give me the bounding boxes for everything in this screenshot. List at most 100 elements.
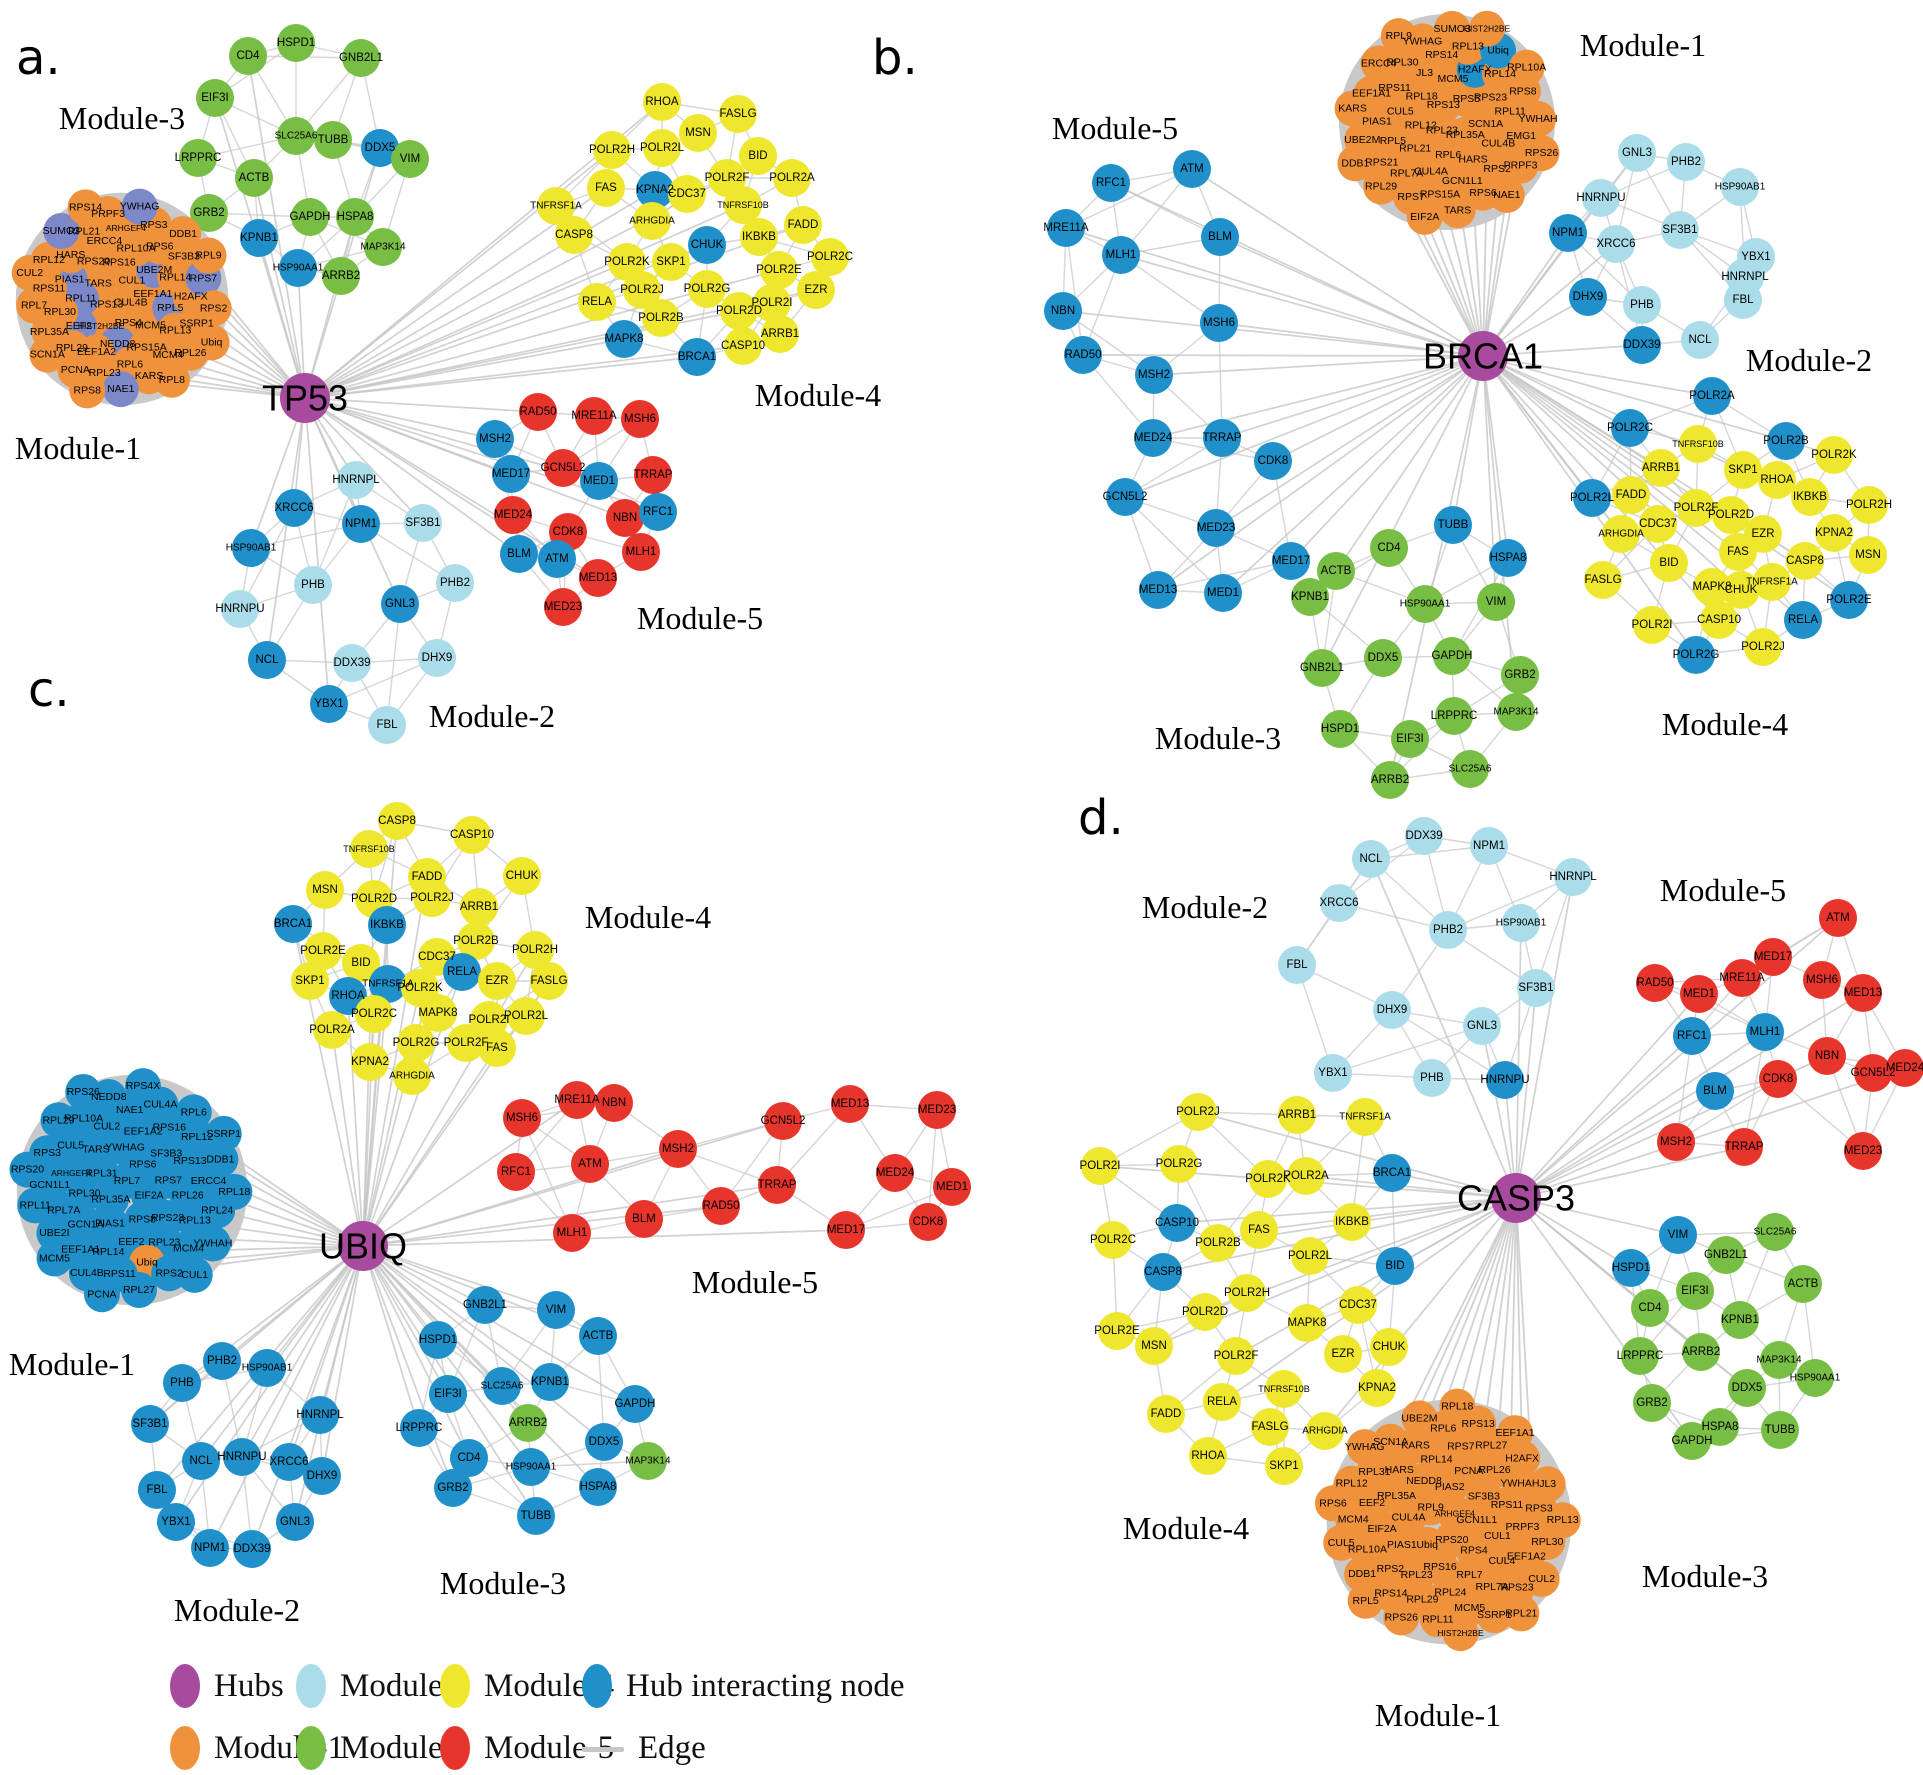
node-ARRB2 bbox=[509, 1404, 547, 1442]
node-label: TRRAP bbox=[1725, 1141, 1764, 1153]
node-KPNB1 bbox=[1721, 1301, 1759, 1339]
node-label: POLR2D bbox=[1708, 509, 1754, 521]
node-MAPK8 bbox=[1288, 1304, 1326, 1342]
hub-spoke bbox=[304, 397, 401, 605]
hub-spoke bbox=[304, 204, 744, 399]
node-label: HSP90AB1 bbox=[242, 1363, 293, 1374]
hub-spoke bbox=[1431, 206, 1484, 357]
node-label: PIAS1 bbox=[1362, 115, 1392, 127]
node-label: RPL23 bbox=[1401, 1569, 1433, 1581]
hub-spoke bbox=[250, 397, 306, 549]
node-label: YWHAG bbox=[1403, 35, 1443, 47]
node-SF3B1 bbox=[1661, 211, 1699, 249]
node-label: RPL11 bbox=[65, 293, 96, 305]
node-CASP10 bbox=[1158, 1204, 1196, 1242]
node-label: MED17 bbox=[1272, 555, 1310, 567]
node-FASLG bbox=[530, 962, 568, 1000]
node-label: POLR2H bbox=[589, 144, 635, 156]
node-GAPDH bbox=[1433, 637, 1471, 675]
node-POLR2J bbox=[623, 271, 661, 309]
node-MED24 bbox=[494, 496, 532, 534]
node-label: MED13 bbox=[579, 572, 617, 584]
node-TUBB bbox=[1434, 506, 1472, 544]
node-label: CUL4B bbox=[70, 1267, 104, 1279]
node-HNRNPU bbox=[1486, 1061, 1524, 1099]
node-label: MED1 bbox=[1683, 988, 1715, 1000]
node-label: TUBB bbox=[1438, 519, 1469, 531]
node-label: RPL31 bbox=[86, 1168, 118, 1180]
node-label: HARS bbox=[1458, 154, 1487, 166]
hub-spoke bbox=[1482, 198, 1488, 357]
hub-spoke bbox=[1481, 1025, 1517, 1199]
node-label: RPS3 bbox=[34, 1147, 62, 1159]
hub-spoke bbox=[1258, 1197, 1517, 1231]
node-RAD50 bbox=[1636, 964, 1674, 1002]
hub-spoke bbox=[1515, 1197, 1679, 1236]
node-SSRP1 bbox=[205, 1115, 242, 1152]
module-label: Module-1 bbox=[1375, 1697, 1501, 1733]
hub-spoke bbox=[1515, 1035, 1693, 1199]
module-label: Module-4 bbox=[585, 899, 711, 935]
node-POLR2C bbox=[355, 995, 393, 1033]
node-BID bbox=[739, 137, 777, 175]
node-label: RELA bbox=[1788, 614, 1818, 626]
node-MLH1 bbox=[1746, 1013, 1784, 1051]
node-label: POLR2A bbox=[1689, 390, 1735, 402]
node-label: POLR2J bbox=[620, 284, 663, 296]
node-TRRAP bbox=[634, 456, 672, 494]
node-CASP10 bbox=[453, 816, 491, 854]
node-MED17 bbox=[1754, 938, 1792, 976]
node-label: PIAS1 bbox=[95, 1218, 125, 1230]
node-KARS bbox=[1334, 90, 1371, 127]
node-MSH2 bbox=[1135, 356, 1173, 394]
node-label: DDX39 bbox=[1405, 830, 1442, 842]
node-label: POLR2C bbox=[807, 251, 853, 263]
node-label: POLR2I bbox=[469, 1014, 510, 1026]
hub-label: BRCA1 bbox=[1423, 336, 1543, 377]
node-ACTB bbox=[579, 1317, 617, 1355]
node-label: MSH6 bbox=[624, 413, 656, 425]
node-label: RPS13 bbox=[1427, 99, 1460, 111]
node-label: ARRB1 bbox=[1642, 462, 1680, 474]
node-label: HNRNPU bbox=[1576, 192, 1625, 204]
node-label: RPL8 bbox=[159, 374, 185, 386]
node-label: POLR2A bbox=[769, 172, 815, 184]
node-label: RPS4 bbox=[1460, 1544, 1488, 1556]
node-PHB bbox=[294, 566, 332, 604]
hub-spoke bbox=[1467, 1197, 1517, 1427]
node-label: ERCC4 bbox=[191, 1175, 227, 1187]
node-label: MED24 bbox=[1886, 1062, 1923, 1074]
node-MED1 bbox=[1680, 975, 1718, 1013]
node-label: MLH1 bbox=[557, 1227, 588, 1239]
node-label: TUBB bbox=[318, 134, 349, 146]
node-label: SF3B3 bbox=[1468, 1490, 1500, 1502]
node-Ubiq bbox=[193, 324, 230, 361]
node-ACTB bbox=[235, 159, 273, 197]
node-label: CASP8 bbox=[555, 229, 593, 241]
node-label: CUL4B bbox=[114, 297, 148, 309]
node-label: POLR2G bbox=[1673, 649, 1720, 661]
node-label: RPL7A bbox=[1390, 168, 1423, 180]
node-CDC37 bbox=[1339, 1286, 1377, 1324]
node-label: NCL bbox=[1359, 853, 1383, 865]
node-YBX1 bbox=[1314, 1054, 1352, 1092]
node-label: POLR2J bbox=[1741, 641, 1784, 653]
node-HSP90AA1 bbox=[279, 249, 317, 287]
node-label: POLR2K bbox=[397, 982, 443, 994]
node-label: MCM5 bbox=[39, 1252, 70, 1264]
node-label: POLR2J bbox=[1176, 1106, 1219, 1118]
node-label: BID bbox=[351, 957, 370, 969]
node-label: RPS13 bbox=[173, 1155, 206, 1167]
node-label: GCN1L1 bbox=[1442, 175, 1483, 187]
node-label: GRB2 bbox=[1504, 669, 1535, 681]
hub-spoke bbox=[258, 237, 306, 399]
node-label: BLM bbox=[1703, 1085, 1727, 1097]
node-CHUK bbox=[503, 857, 541, 895]
hub-spoke bbox=[1321, 355, 1484, 669]
node-label: NAE1 bbox=[107, 383, 135, 395]
node-label: NCL bbox=[255, 654, 279, 666]
hub-spoke bbox=[1472, 204, 1484, 357]
node-HSPD1 bbox=[419, 1321, 457, 1359]
node-label: RPL13 bbox=[1452, 41, 1484, 53]
node-label: CDC37 bbox=[418, 951, 456, 963]
